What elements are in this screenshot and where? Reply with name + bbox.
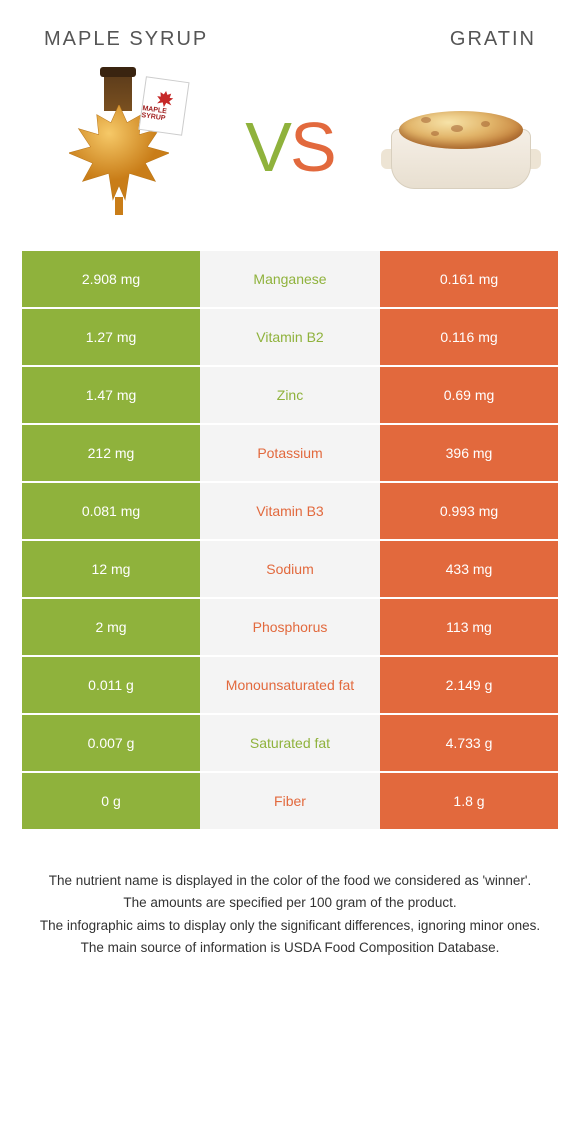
nutrient-name: Vitamin B3 [200,483,380,539]
right-value: 0.116 mg [380,309,558,365]
footnote-line: The nutrient name is displayed in the co… [30,871,550,891]
left-value: 2 mg [22,599,200,655]
left-value: 1.27 mg [22,309,200,365]
left-value: 1.47 mg [22,367,200,423]
right-value: 396 mg [380,425,558,481]
table-row: 212 mgPotassium396 mg [22,425,558,481]
nutrient-name: Saturated fat [200,715,380,771]
right-value: 1.8 g [380,773,558,829]
food-right-image [376,67,546,227]
nutrient-name: Sodium [200,541,380,597]
food-left-title: MAPLE SYRUP [44,28,208,51]
right-value: 0.69 mg [380,367,558,423]
food-left-image: MAPLE SYRUP [34,67,204,227]
nutrient-name: Fiber [200,773,380,829]
table-row: 0.007 gSaturated fat4.733 g [22,715,558,771]
food-right-title: GRATIN [450,28,536,51]
images-row: MAPLE SYRUP VS [0,51,580,251]
nutrient-name: Manganese [200,251,380,307]
left-value: 212 mg [22,425,200,481]
right-value: 433 mg [380,541,558,597]
left-value: 12 mg [22,541,200,597]
nutrient-name: Vitamin B2 [200,309,380,365]
vs-s: S [290,108,335,186]
left-value: 0.081 mg [22,483,200,539]
infographic-container: MAPLE SYRUP GRATIN [0,0,580,958]
nutrient-name: Monounsaturated fat [200,657,380,713]
right-value: 0.161 mg [380,251,558,307]
right-value: 4.733 g [380,715,558,771]
table-row: 1.27 mgVitamin B20.116 mg [22,309,558,365]
right-value: 2.149 g [380,657,558,713]
table-row: 0.081 mgVitamin B30.993 mg [22,483,558,539]
left-value: 0.011 g [22,657,200,713]
left-value: 0.007 g [22,715,200,771]
left-value: 2.908 mg [22,251,200,307]
right-value: 113 mg [380,599,558,655]
nutrient-name: Potassium [200,425,380,481]
tag-text: MAPLE SYRUP [141,105,185,125]
nutrient-name: Zinc [200,367,380,423]
table-row: 2.908 mgManganese0.161 mg [22,251,558,307]
footnotes: The nutrient name is displayed in the co… [0,831,580,958]
vs-label: VS [245,112,334,182]
table-row: 2 mgPhosphorus113 mg [22,599,558,655]
table-row: 0 gFiber1.8 g [22,773,558,829]
left-value: 0 g [22,773,200,829]
titles-row: MAPLE SYRUP GRATIN [0,0,580,51]
gratin-icon [381,97,541,197]
maple-syrup-icon: MAPLE SYRUP [54,67,184,227]
footnote-line: The main source of information is USDA F… [30,938,550,958]
right-value: 0.993 mg [380,483,558,539]
table-row: 12 mgSodium433 mg [22,541,558,597]
footnote-line: The amounts are specified per 100 gram o… [30,893,550,913]
vs-v: V [245,108,290,186]
table-row: 1.47 mgZinc0.69 mg [22,367,558,423]
nutrient-table: 2.908 mgManganese0.161 mg1.27 mgVitamin … [0,251,580,829]
footnote-line: The infographic aims to display only the… [30,916,550,936]
table-row: 0.011 gMonounsaturated fat2.149 g [22,657,558,713]
nutrient-name: Phosphorus [200,599,380,655]
